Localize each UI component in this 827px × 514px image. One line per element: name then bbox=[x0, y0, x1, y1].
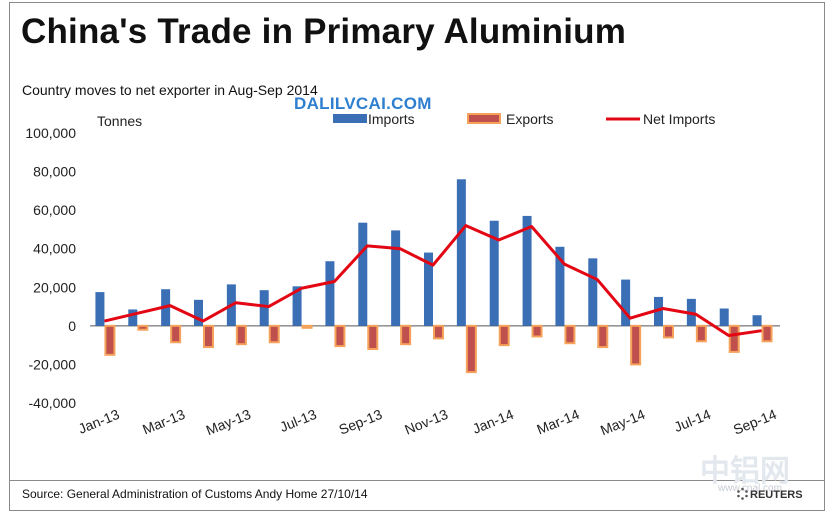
net-imports-line bbox=[104, 224, 762, 337]
reuters-dots-icon bbox=[737, 487, 748, 500]
x-tick-label: Mar-14 bbox=[534, 406, 581, 438]
legend-exports-swatch bbox=[467, 113, 501, 124]
imports-bar bbox=[489, 220, 499, 326]
imports-bar bbox=[194, 299, 203, 326]
exports-bar bbox=[367, 324, 379, 351]
chart-title: China's Trade in Primary Aluminium bbox=[21, 12, 627, 51]
x-tick-label: Jan-14 bbox=[470, 406, 516, 437]
imports-bar bbox=[424, 252, 433, 326]
exports-bar bbox=[531, 324, 543, 338]
exports-bar bbox=[137, 324, 149, 331]
exports-bar bbox=[663, 324, 674, 339]
legend-imports-swatch bbox=[333, 114, 367, 123]
exports-bar bbox=[268, 324, 280, 344]
footer-divider bbox=[10, 480, 824, 481]
exports-bar bbox=[170, 324, 182, 344]
imports-bar bbox=[522, 215, 532, 326]
x-tick-label: Nov-13 bbox=[402, 406, 450, 438]
exports-bar bbox=[400, 324, 412, 346]
imports-bar bbox=[358, 222, 368, 326]
exports-bar bbox=[334, 324, 346, 348]
x-tick-label: Jul-13 bbox=[277, 406, 319, 435]
imports-bar bbox=[292, 286, 302, 326]
exports-bar bbox=[630, 324, 642, 366]
exports-bar bbox=[728, 324, 740, 353]
source-note: Source: General Administration of Custom… bbox=[22, 487, 368, 501]
imports-bar bbox=[259, 290, 269, 326]
exports-bar bbox=[564, 324, 576, 345]
imports-bar bbox=[325, 261, 335, 326]
exports-bar bbox=[235, 324, 247, 346]
exports-bar bbox=[761, 324, 773, 343]
x-tick-label: Jan-13 bbox=[76, 406, 122, 437]
x-tick-label: May-13 bbox=[204, 406, 253, 438]
y-tick-label: -40,000 bbox=[29, 395, 77, 411]
legend-exports-label: Exports bbox=[506, 111, 553, 127]
exports-bar bbox=[465, 324, 477, 374]
x-tick-label: May-14 bbox=[598, 406, 647, 438]
imports-bar bbox=[128, 309, 138, 326]
imports-bar bbox=[719, 308, 729, 326]
imports-bar bbox=[555, 246, 565, 326]
legend-net-imports-label: Net Imports bbox=[643, 111, 715, 127]
imports-bar bbox=[621, 279, 631, 326]
imports-bar bbox=[95, 292, 105, 326]
y-tick-label: 80,000 bbox=[33, 164, 76, 180]
reuters-logo-text: REUTERS bbox=[750, 489, 803, 501]
watermark-text: DALILVCAI.COM bbox=[294, 94, 432, 113]
exports-bar bbox=[498, 324, 510, 347]
y-tick-label: 20,000 bbox=[33, 279, 76, 295]
exports-bar bbox=[301, 324, 313, 329]
x-tick-label: Jul-14 bbox=[672, 406, 714, 435]
imports-bar bbox=[654, 296, 663, 326]
imports-bar bbox=[588, 258, 598, 326]
x-tick-label: Sep-13 bbox=[337, 406, 385, 438]
imports-bar bbox=[456, 179, 466, 326]
exports-bar bbox=[597, 324, 609, 349]
y-tick-label: -20,000 bbox=[29, 356, 77, 372]
exports-bar bbox=[433, 324, 444, 340]
x-tick-label: Mar-13 bbox=[140, 406, 187, 438]
imports-bar bbox=[391, 230, 401, 326]
exports-bar bbox=[695, 324, 707, 343]
legend-imports-label: Imports bbox=[368, 111, 415, 127]
y-tick-label: 60,000 bbox=[33, 202, 76, 218]
y-tick-label: 0 bbox=[68, 318, 76, 334]
y-tick-label: 100,000 bbox=[25, 125, 76, 141]
cnal-domain: www.cnal.com bbox=[718, 483, 782, 494]
exports-bar bbox=[104, 324, 116, 356]
y-axis-unit-label: Tonnes bbox=[97, 113, 142, 129]
cnal-logo: 中铝网 bbox=[700, 455, 790, 488]
chart-subtitle: Country moves to net exporter in Aug-Sep… bbox=[22, 82, 318, 98]
imports-bar bbox=[752, 315, 762, 326]
y-tick-label: 40,000 bbox=[33, 241, 76, 257]
x-tick-label: Sep-14 bbox=[731, 406, 779, 438]
exports-bar bbox=[203, 324, 214, 349]
